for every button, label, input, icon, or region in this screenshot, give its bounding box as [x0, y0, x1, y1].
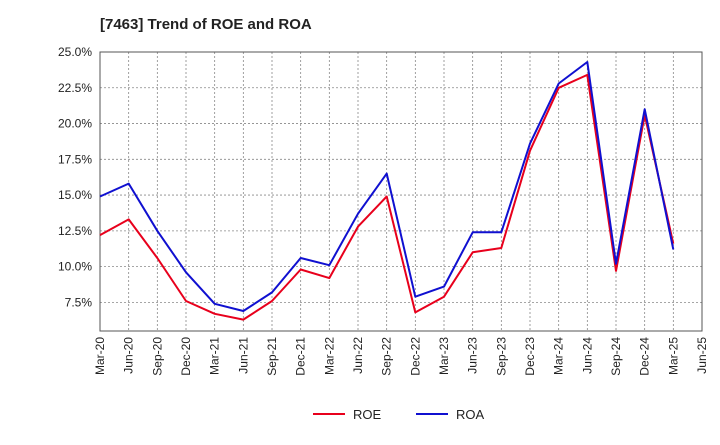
plot-border [99, 51, 703, 332]
x-tick-label: Dec-21 [294, 337, 308, 376]
series-layer [99, 61, 675, 321]
x-tick-label: Dec-24 [638, 337, 652, 376]
x-tick-label: Sep-24 [609, 337, 623, 376]
x-tick-label: Dec-23 [523, 337, 537, 376]
series-line-roe [99, 73, 675, 321]
y-tick-label: 20.0% [58, 117, 92, 131]
x-tick-label: Jun-22 [351, 337, 365, 374]
chart-title: [7463] Trend of ROE and ROA [100, 16, 312, 33]
series-line-roa [99, 61, 675, 312]
x-tick-label: Jun-21 [236, 337, 250, 374]
x-tick-label: Dec-20 [179, 337, 193, 376]
x-tick-label: Sep-22 [380, 337, 394, 376]
y-tick-label: 25.0% [58, 45, 92, 59]
x-tick-label: Sep-20 [150, 337, 164, 376]
y-tick-label: 10.0% [58, 260, 92, 274]
x-tick-label: Mar-24 [552, 337, 566, 375]
x-tick-label: Jun-24 [580, 337, 594, 374]
x-tick-label: Jun-25 [695, 337, 709, 374]
x-tick-label: Sep-23 [494, 337, 508, 376]
plot-frame [99, 51, 703, 332]
x-tick-label: Mar-22 [322, 337, 336, 375]
y-tick-label: 7.5% [65, 295, 93, 309]
x-tick-label: Mar-23 [437, 337, 451, 375]
legend-label-roe: ROE [353, 407, 382, 422]
y-tick-label: 22.5% [58, 81, 92, 95]
legend-label-roa: ROA [456, 407, 485, 422]
x-axis-labels: Mar-20 Jun-20 Sep-20 Dec-20 Mar-21 Jun-21 Sep-… [93, 337, 709, 376]
legend: ROE ROA [313, 407, 485, 422]
x-tick-label: Dec-22 [408, 337, 422, 376]
x-tick-label: Mar-20 [93, 337, 107, 375]
x-tick-label: Jun-20 [122, 337, 136, 374]
y-axis-labels: 7.5% 10.0% 12.5% 15.0% 17.5% 20.0% 22.5% 25.0% [58, 45, 92, 309]
y-tick-label: 12.5% [58, 224, 92, 238]
x-tick-label: Mar-21 [208, 337, 222, 375]
grid-layer [99, 51, 703, 331]
y-tick-label: 15.0% [58, 188, 92, 202]
x-tick-label: Jun-23 [466, 337, 480, 374]
x-tick-label: Sep-21 [265, 337, 279, 376]
y-tick-label: 17.5% [58, 152, 92, 166]
x-tick-label: Mar-25 [666, 337, 680, 375]
